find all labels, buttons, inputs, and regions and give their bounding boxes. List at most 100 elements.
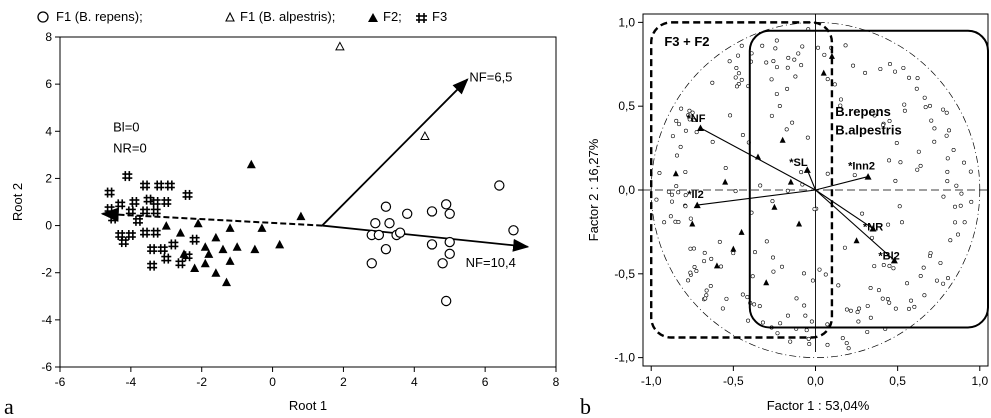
- y-tick-label: -0,5: [614, 267, 635, 281]
- case-triangle: [771, 203, 778, 210]
- case-point: [838, 97, 843, 102]
- case-point: [887, 62, 892, 67]
- variable-label: *Bl2: [878, 250, 899, 262]
- point-f3: [118, 237, 129, 248]
- case-point: [838, 103, 843, 108]
- group-label-f3-f2: F3 + F2: [664, 34, 709, 49]
- case-point: [790, 120, 795, 125]
- case-triangle: [722, 178, 729, 185]
- case-point: [916, 149, 921, 154]
- y-tick-label: -4: [41, 313, 52, 327]
- case-point: [674, 118, 679, 123]
- case-point: [844, 341, 849, 346]
- case-point: [932, 126, 937, 131]
- x-tick-label: 1,0: [971, 374, 988, 388]
- variable-marker: [869, 225, 877, 232]
- case-point: [902, 102, 907, 107]
- case-point: [720, 306, 725, 311]
- case-point: [941, 194, 946, 199]
- point-f3: [140, 180, 151, 191]
- point-f3: [164, 180, 175, 191]
- vector-arrow: [322, 224, 530, 252]
- variable-marker: [697, 124, 704, 131]
- case-point: [945, 156, 950, 161]
- point-f1-repens: [444, 236, 455, 248]
- case-point: [736, 71, 741, 76]
- group-outline: [748, 29, 989, 329]
- point-f1-repens: [394, 227, 406, 238]
- case-point: [812, 207, 817, 212]
- case-point: [915, 76, 920, 81]
- case-point: [739, 43, 744, 48]
- case-point: [678, 144, 683, 149]
- case-point: [746, 318, 751, 323]
- case-point: [902, 108, 907, 113]
- case-point: [893, 306, 898, 311]
- x-tick-label: -6: [55, 375, 66, 389]
- point-f3: [150, 206, 161, 217]
- case-point: [887, 158, 892, 163]
- case-point: [769, 77, 774, 82]
- point-f2: [222, 277, 232, 287]
- legend-item-f1-alpestris: F1 (B. alpestris);: [240, 9, 335, 24]
- point-f3: [104, 187, 115, 198]
- case-point: [687, 117, 692, 122]
- point-f1-repens: [380, 243, 392, 255]
- point-f1-repens: [508, 225, 519, 236]
- point-f1-repens: [426, 239, 438, 250]
- case-point: [881, 262, 886, 267]
- point-f3: [129, 197, 140, 207]
- case-point: [893, 69, 898, 74]
- case-point: [843, 43, 848, 48]
- case-triangle: [713, 262, 720, 269]
- case-triangle: [796, 220, 803, 227]
- variable-label: *Il2: [687, 189, 704, 201]
- x-axis-label-b: Factor 1 : 53,04%: [767, 398, 870, 413]
- y-tick-label: -1,0: [614, 351, 635, 365]
- case-point: [774, 65, 779, 70]
- case-point: [947, 128, 952, 133]
- point-f3: [147, 260, 158, 271]
- point-f2: [246, 159, 256, 169]
- point-f3: [122, 171, 133, 182]
- panel-a-plot: F1 (B. repens); F1 (B. alpestris); F2; F…: [4, 9, 560, 418]
- case-point: [752, 302, 757, 307]
- point-f2: [175, 228, 185, 237]
- case-point: [954, 183, 959, 188]
- variable-vector: [815, 189, 895, 261]
- y-tick-label: -6: [41, 360, 52, 374]
- case-point: [806, 336, 811, 341]
- case-point: [922, 293, 927, 298]
- case-point: [657, 171, 662, 176]
- case-point: [778, 321, 783, 326]
- case-point: [723, 166, 728, 171]
- case-point: [669, 199, 674, 204]
- case-point: [702, 259, 707, 264]
- y-tick-label: 8: [45, 30, 52, 44]
- case-point: [868, 285, 873, 290]
- x-tick-label: -4: [126, 375, 137, 389]
- case-point: [679, 106, 684, 111]
- case-point: [923, 105, 928, 110]
- point-f1-repens: [440, 199, 452, 210]
- point-f1-alpestris: [420, 130, 430, 140]
- case-point: [758, 183, 763, 188]
- case-point: [822, 52, 827, 57]
- case-point: [938, 260, 943, 265]
- case-point: [769, 113, 774, 118]
- legend-triangle-filled-icon: [368, 13, 378, 22]
- point-f1-repens: [366, 258, 377, 269]
- case-point: [857, 306, 862, 311]
- point-f3: [125, 230, 136, 240]
- case-point: [922, 95, 927, 100]
- axis-ticks-b: -1,0 -0,5 0,0 0,5 1,0 -1,0 -0,5 0,0 0,5 1,0: [614, 15, 988, 388]
- case-point: [886, 222, 891, 227]
- point-f1-repens: [444, 248, 455, 260]
- case-point: [887, 300, 892, 305]
- point-f2: [200, 258, 210, 268]
- case-point: [844, 307, 849, 312]
- point-f3: [175, 258, 186, 269]
- variable-vector: [700, 127, 816, 191]
- case-point: [757, 304, 762, 309]
